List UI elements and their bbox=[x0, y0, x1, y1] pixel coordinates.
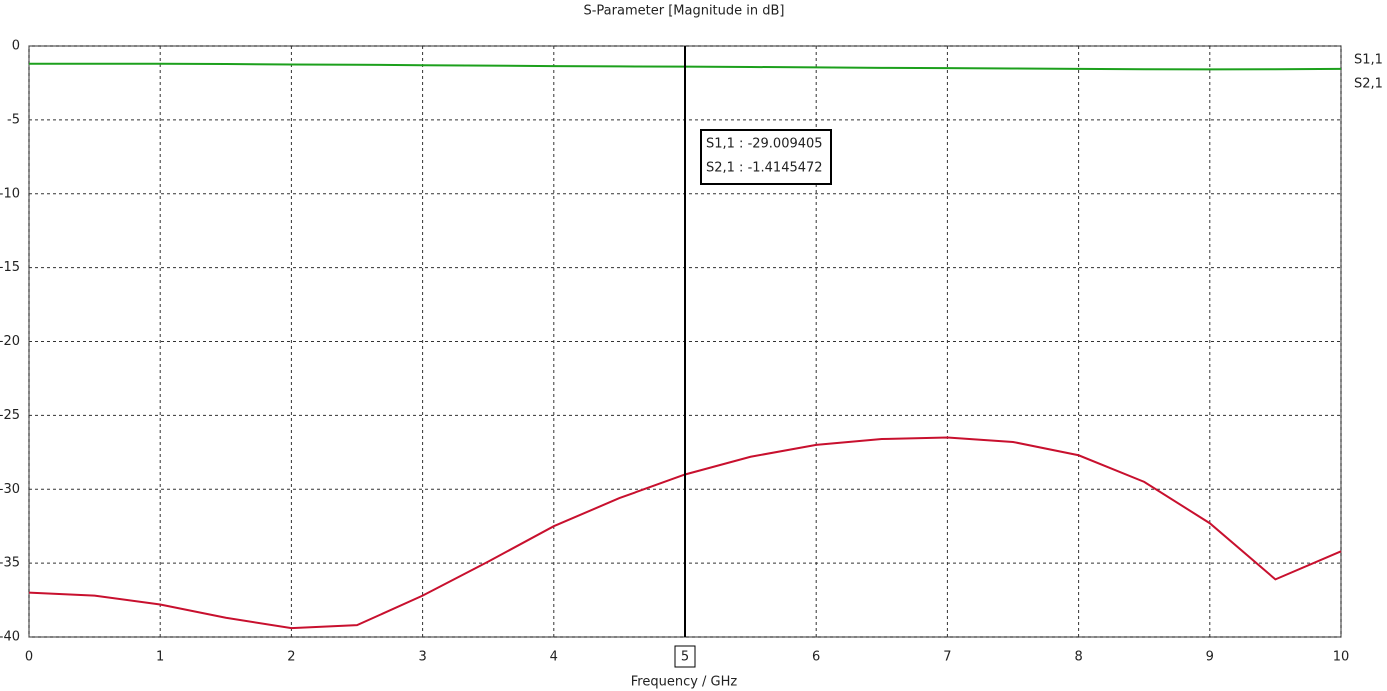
marker-box bbox=[700, 129, 832, 185]
x-tick-label: 0 bbox=[25, 650, 33, 665]
marker-label: S2,1 : -1.4145472 bbox=[706, 161, 823, 176]
x-tick-label: 5 bbox=[681, 650, 689, 665]
marker-label: S1,1 : -29.009405 bbox=[706, 137, 823, 152]
x-tick-label: 1 bbox=[156, 650, 164, 665]
x-tick-label: 3 bbox=[418, 650, 426, 665]
y-tick-label: -30 bbox=[0, 482, 20, 497]
marker-tick-box bbox=[674, 645, 696, 668]
x-axis-label: Frequency / GHz bbox=[631, 675, 738, 690]
y-tick-label: -5 bbox=[7, 112, 20, 127]
x-tick-label: 2 bbox=[287, 650, 295, 665]
y-tick-label: -25 bbox=[0, 408, 20, 423]
y-tick-label: -20 bbox=[0, 334, 20, 349]
y-tick-label: -40 bbox=[0, 630, 20, 645]
x-tick-label: 9 bbox=[1206, 650, 1214, 665]
legend-label: S2,1 bbox=[1354, 77, 1383, 92]
legend-label: S1,1 bbox=[1354, 53, 1383, 68]
x-tick-label: 7 bbox=[943, 650, 951, 665]
x-tick-label: 8 bbox=[1074, 650, 1082, 665]
chart-title: S-Parameter [Magnitude in dB] bbox=[583, 4, 784, 19]
y-tick-label: -10 bbox=[0, 186, 20, 201]
y-tick-label: -35 bbox=[0, 556, 20, 571]
x-tick-label: 4 bbox=[550, 650, 558, 665]
y-tick-label: -15 bbox=[0, 260, 20, 275]
y-tick-label: 0 bbox=[12, 39, 20, 54]
x-tick-label: 6 bbox=[812, 650, 820, 665]
x-tick-label: 10 bbox=[1333, 650, 1350, 665]
